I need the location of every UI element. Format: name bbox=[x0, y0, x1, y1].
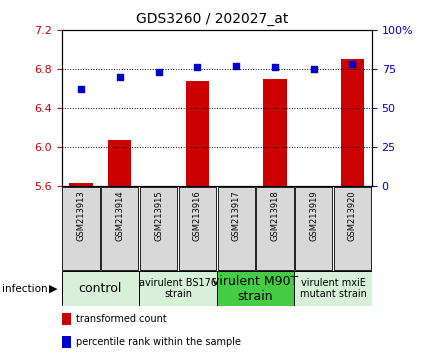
Bar bbox=[139, 271, 217, 306]
Text: GSM213919: GSM213919 bbox=[309, 190, 318, 241]
Point bbox=[194, 65, 201, 70]
Bar bbox=[179, 187, 216, 270]
Bar bbox=[256, 187, 294, 270]
Point bbox=[349, 62, 356, 67]
Bar bbox=[62, 187, 99, 270]
Bar bbox=[62, 336, 71, 348]
Point bbox=[78, 86, 85, 92]
Point bbox=[155, 69, 162, 75]
Text: transformed count: transformed count bbox=[76, 314, 167, 324]
Bar bbox=[108, 140, 131, 186]
Text: avirulent BS176
strain: avirulent BS176 strain bbox=[139, 278, 217, 299]
Point bbox=[272, 65, 278, 70]
Text: GSM213915: GSM213915 bbox=[154, 190, 163, 241]
Point bbox=[310, 66, 317, 72]
Text: GSM213914: GSM213914 bbox=[115, 190, 124, 241]
Bar bbox=[295, 187, 332, 270]
Bar bbox=[101, 187, 139, 270]
Text: GSM213913: GSM213913 bbox=[76, 190, 85, 241]
Bar bbox=[62, 271, 139, 306]
Bar bbox=[341, 59, 364, 186]
Text: GSM213916: GSM213916 bbox=[193, 190, 202, 241]
Text: virulent M90T
strain: virulent M90T strain bbox=[212, 274, 299, 303]
Text: infection: infection bbox=[2, 284, 48, 293]
Bar bbox=[218, 187, 255, 270]
Bar bbox=[186, 81, 209, 186]
Bar bbox=[140, 187, 177, 270]
Text: percentile rank within the sample: percentile rank within the sample bbox=[76, 337, 241, 347]
Text: virulent mxiE
mutant strain: virulent mxiE mutant strain bbox=[300, 278, 366, 299]
Bar bbox=[69, 183, 93, 186]
Point bbox=[233, 63, 240, 69]
Point bbox=[116, 74, 123, 80]
Bar bbox=[334, 187, 371, 270]
Text: GDS3260 / 202027_at: GDS3260 / 202027_at bbox=[136, 12, 289, 27]
Text: ▶: ▶ bbox=[49, 284, 57, 293]
Text: control: control bbox=[79, 282, 122, 295]
Bar bbox=[62, 313, 71, 325]
Text: GSM213920: GSM213920 bbox=[348, 190, 357, 241]
Bar bbox=[294, 271, 372, 306]
Text: GSM213917: GSM213917 bbox=[232, 190, 241, 241]
Bar bbox=[263, 79, 286, 186]
Text: GSM213918: GSM213918 bbox=[270, 190, 279, 241]
Bar bbox=[217, 271, 294, 306]
